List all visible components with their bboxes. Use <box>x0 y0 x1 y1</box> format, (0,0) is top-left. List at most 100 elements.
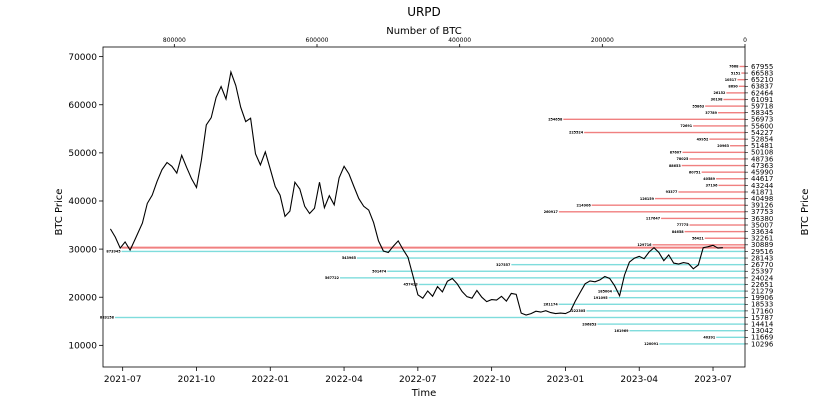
top-x-tick-label: 400000 <box>448 37 471 44</box>
urpd-bar-label: 254658 <box>548 118 563 122</box>
urpd-bar <box>597 323 745 325</box>
right-y-tick-label: 18533 <box>751 301 773 309</box>
urpd-bar <box>684 230 745 233</box>
urpd-bar <box>723 98 745 101</box>
urpd-bar-label: 56421 <box>692 236 704 240</box>
urpd-bar-label: 77775 <box>677 223 689 227</box>
right-y-tick-label: 43244 <box>751 182 774 190</box>
urpd-bar-label: 225524 <box>569 131 584 135</box>
right-y-tick-label: 32261 <box>751 235 773 243</box>
urpd-bar-label: 126159 <box>640 197 655 201</box>
right-y-tick-label: 26770 <box>751 261 773 269</box>
urpd-bar <box>737 78 745 81</box>
urpd-bar <box>563 118 745 121</box>
right-y-tick-label: 24024 <box>751 274 774 282</box>
right-y-tick-label: 36380 <box>751 215 773 223</box>
right-y-tick-label: 10296 <box>751 340 774 348</box>
urpd-bar <box>681 164 745 167</box>
urpd-bar-label: 5151 <box>731 71 741 75</box>
urpd-bar-label: 327557 <box>496 263 511 267</box>
urpd-bar <box>121 250 746 253</box>
urpd-bar <box>709 138 745 140</box>
top-x-tick-label: 600000 <box>306 37 329 44</box>
urpd-bar <box>718 184 745 187</box>
urpd-bar <box>387 270 745 272</box>
right-y-tick-label: 30889 <box>751 241 773 249</box>
urpd-bar <box>704 237 745 239</box>
urpd-bar-label: 129716 <box>637 243 652 247</box>
right-y-tick-label: 45990 <box>751 169 773 177</box>
x-axis: 2021-07 2021-10 2022-01 2022-04 2022-07 2022-… <box>104 367 732 385</box>
y-axis-label: BTC Price <box>54 189 65 236</box>
urpd-bar-label: 260917 <box>544 210 559 214</box>
right-y-tick-label: 25397 <box>751 268 773 276</box>
urpd-bar <box>655 197 745 200</box>
right-y-tick-label: 39126 <box>751 202 774 210</box>
right-y-tick-label: 62464 <box>751 89 774 97</box>
top-x-tick-label: 200000 <box>591 37 614 44</box>
urpd-bar-label: 20963 <box>717 144 729 148</box>
right-y-tick-label: 17160 <box>751 307 773 315</box>
urpd-bar-label: 93377 <box>666 190 678 194</box>
top-x-tick-label: 0 <box>743 37 747 44</box>
urpd-bar-label: 261174 <box>544 302 559 306</box>
urpd-bar-label: 40391 <box>703 336 715 340</box>
urpd-bar-label: 10517 <box>725 78 737 82</box>
chart-title: URPD <box>407 5 441 19</box>
right-y-tick-label: 37753 <box>751 208 773 216</box>
urpd-bar <box>629 330 745 332</box>
x-tick-label: 2021-07 <box>104 375 142 385</box>
y-tick-label: 10000 <box>68 342 97 352</box>
urpd-bar-label: 72691 <box>680 124 692 128</box>
top-x-axis: 800000 600000 400000 200000 0 <box>163 37 747 47</box>
urpd-bar <box>726 92 745 94</box>
urpd-bar-label: 26152 <box>714 91 726 95</box>
urpd-bar-label: 191095 <box>594 296 609 300</box>
x-tick-label: 2022-04 <box>325 375 363 385</box>
right-y-tick-label: 44617 <box>751 175 773 183</box>
urpd-bar <box>730 145 745 147</box>
right-y-tick-label: 21279 <box>751 287 773 295</box>
btc-price-line <box>109 69 723 316</box>
urpd-bar-label: 40589 <box>703 177 715 181</box>
urpd-bar-label: 501474 <box>372 269 387 273</box>
urpd-bar <box>661 217 745 220</box>
urpd-bar-label: 567722 <box>325 276 340 280</box>
urpd-bar-label: 78025 <box>677 157 689 161</box>
urpd-bar-label: 60751 <box>689 170 701 174</box>
urpd-bar <box>716 336 745 339</box>
urpd-bar-label: 117647 <box>646 217 661 221</box>
right-y-tick-label: 22651 <box>751 281 773 289</box>
right-y-axis-label: BTC Price <box>800 189 811 236</box>
plot-frame <box>102 46 746 368</box>
y-axis: 10000 20000 30000 40000 50000 60000 70000 <box>68 53 103 352</box>
right-y-tick-label: 51481 <box>751 142 773 150</box>
urpd-bar-label: 7668 <box>729 65 739 69</box>
right-y-tick-label: 19906 <box>751 294 774 302</box>
urpd-bar <box>741 72 745 74</box>
x-tick-label: 2023-04 <box>620 375 658 385</box>
x-tick-label: 2021-10 <box>178 375 216 385</box>
urpd-bar <box>608 296 745 299</box>
urpd-bar <box>586 310 745 312</box>
right-y-tick-label: 67955 <box>751 63 773 71</box>
right-y-tick-label: 54227 <box>751 129 773 137</box>
urpd-bar-label: 883158 <box>100 316 115 320</box>
urpd-bar-label: 84658 <box>672 230 684 234</box>
urpd-bar-label: 214906 <box>577 203 592 207</box>
urpd-bar <box>659 343 745 345</box>
urpd-bar <box>738 85 745 87</box>
right-y-tick-label: 15787 <box>751 314 773 322</box>
x-tick-label: 2022-01 <box>251 375 289 385</box>
right-y-tick-label: 61091 <box>751 96 773 104</box>
right-y-tick-label: 29516 <box>751 248 774 256</box>
x-tick-label: 2022-10 <box>473 375 511 385</box>
urpd-bar-label: 37789 <box>705 111 717 115</box>
urpd-bar-label: 87607 <box>670 151 682 155</box>
urpd-bar <box>591 204 745 206</box>
urpd-bar-label: 37196 <box>706 184 718 188</box>
y-tick-label: 30000 <box>68 245 97 255</box>
urpd-bar <box>693 125 745 127</box>
urpd-bar <box>558 303 745 305</box>
